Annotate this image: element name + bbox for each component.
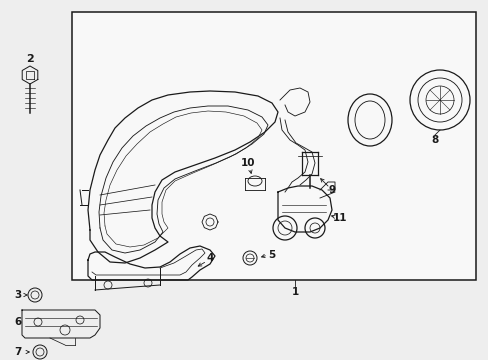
Text: 4: 4 xyxy=(206,253,213,263)
Text: 9: 9 xyxy=(328,185,335,195)
Text: 8: 8 xyxy=(430,135,438,145)
Text: 11: 11 xyxy=(332,213,346,223)
Bar xyxy=(72,12,475,280)
Text: 7: 7 xyxy=(14,347,21,357)
Text: 6: 6 xyxy=(14,317,21,327)
Text: 1: 1 xyxy=(291,287,298,297)
Text: 2: 2 xyxy=(26,54,34,64)
Text: 3: 3 xyxy=(14,290,21,300)
Ellipse shape xyxy=(247,176,262,186)
Ellipse shape xyxy=(354,101,384,139)
Ellipse shape xyxy=(347,94,391,146)
Text: 10: 10 xyxy=(240,158,255,168)
Text: 5: 5 xyxy=(268,250,275,260)
